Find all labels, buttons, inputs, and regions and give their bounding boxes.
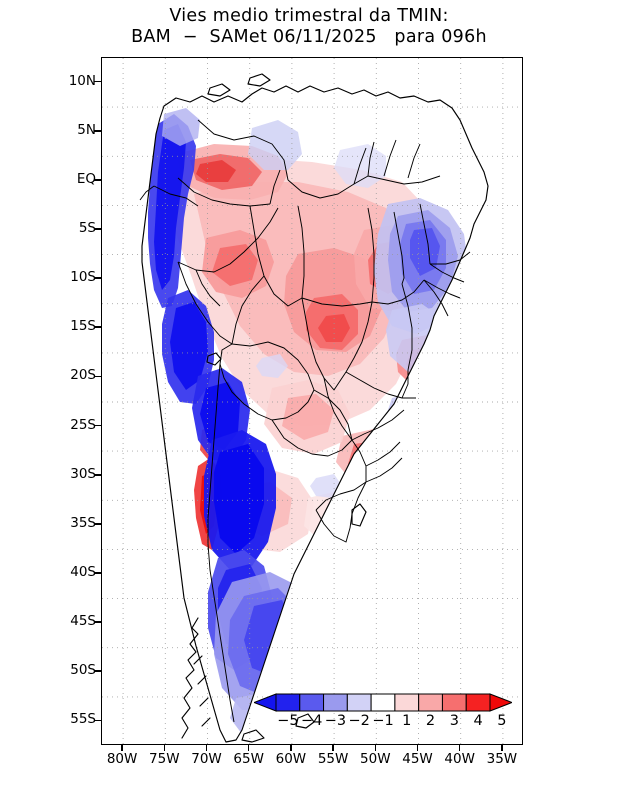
title-line-2: BAM − SAMet 06/11/2025 para 096h xyxy=(131,27,487,47)
longitude-tick-label: 75W xyxy=(149,751,180,767)
figure-title: Vies medio trimestral da TMIN: BAM − SAM… xyxy=(0,6,618,48)
latitude-tick-label: EQ xyxy=(76,170,96,187)
latitude-tick-mark xyxy=(94,621,101,623)
colorbar-tick-label: 4 xyxy=(473,713,483,729)
longitude-tick-mark xyxy=(247,745,250,751)
latitude-tick-label: 40S xyxy=(70,564,96,580)
colorbar-tick-label: −3 xyxy=(324,713,347,729)
colorbar-cell xyxy=(394,693,420,712)
longitude-tick-label: 35W xyxy=(486,751,518,767)
longitude-tick-label: 65W xyxy=(233,751,264,767)
colorbar-cell xyxy=(275,693,301,712)
colorbar-cell xyxy=(465,693,491,712)
latitude-tick-mark xyxy=(94,424,101,427)
latitude-tick-label: 20S xyxy=(70,367,96,384)
longitude-tick-mark xyxy=(205,745,208,751)
latitude-tick-label: 50S xyxy=(70,662,96,679)
latitude-tick-mark xyxy=(94,326,101,329)
political-borders xyxy=(139,119,471,723)
colorbar-tick-label: −1 xyxy=(372,713,394,729)
longitude-tick-label: 50W xyxy=(360,751,391,767)
latitude-tick-mark xyxy=(94,179,101,181)
latitude-tick-label: 5S xyxy=(78,220,96,236)
colorbar-tick-label: 5 xyxy=(497,713,507,729)
latitude-tick-mark xyxy=(94,473,101,476)
colorbar-arrow-high xyxy=(489,693,512,712)
colorbar-tick-label: 1 xyxy=(402,713,412,729)
longitude-tick-label: 45W xyxy=(402,751,433,767)
colorbar-cell xyxy=(370,693,396,712)
latitude-tick-label: 30S xyxy=(70,465,96,482)
title-line-1: Vies medio trimestral da TMIN: xyxy=(169,6,449,26)
ocean-mask xyxy=(102,58,522,744)
longitude-tick-label: 80W xyxy=(106,751,138,767)
longitude-tick-mark xyxy=(332,745,334,751)
colorbar-arrow-low xyxy=(254,693,277,712)
longitude-tick-mark xyxy=(501,745,503,751)
latitude-tick-label: 10N xyxy=(68,72,96,89)
longitude-tick-mark xyxy=(290,745,292,751)
colorbar-tick-label: 3 xyxy=(449,713,459,729)
latitude-tick-label: 5N xyxy=(77,121,96,138)
bias-cold-roraima xyxy=(248,120,302,170)
latitude-tick-mark xyxy=(94,228,101,230)
graticule-grid xyxy=(102,58,522,744)
longitude-tick-mark xyxy=(374,745,377,751)
latitude-tick-label: 25S xyxy=(70,416,96,433)
latitude-tick-label: 10S xyxy=(70,269,96,286)
map-plot-area xyxy=(101,57,523,745)
latitude-tick-mark xyxy=(94,375,101,378)
colorbar-tick-labels: −5 −4 −3 −2 −1 1 2 3 4 5 xyxy=(254,713,512,733)
longitude-tick-mark xyxy=(458,745,461,751)
longitude-tick-label: 40W xyxy=(444,751,475,767)
latitude-tick-mark xyxy=(94,80,101,83)
colorbar-cell xyxy=(346,693,372,712)
bias-cold-altiplano-core xyxy=(200,382,240,450)
bias-cold-caribbean-coast xyxy=(162,108,200,146)
latitude-tick-label: 45S xyxy=(70,613,96,630)
bias-cold-andes-north-core xyxy=(154,124,186,290)
longitude-tick-label: 70W xyxy=(191,751,222,767)
latitude-axis: 10N 5N EQ 5S 10S 15S 20S 25S 30S 35S 40S 45S 50S 55S xyxy=(52,0,96,800)
colorbar-tick-label: 2 xyxy=(425,713,436,729)
bias-cold-andes-peru-core xyxy=(170,302,208,390)
colorbar-tick-label: −5 xyxy=(277,713,299,729)
south-america-bias-map xyxy=(102,58,522,744)
latitude-tick-label: 55S xyxy=(70,711,96,728)
latitude-tick-mark xyxy=(94,523,101,525)
latitude-tick-mark xyxy=(94,572,101,574)
colorbar-cell xyxy=(441,693,467,712)
bias-cold-speckle-3 xyxy=(256,354,288,378)
longitude-axis: 80W 75W 70W 65W 60W 55W 50W 45W 40W 35W xyxy=(0,751,618,773)
latitude-tick-mark xyxy=(94,719,101,722)
longitude-tick-mark xyxy=(163,745,166,751)
bias-warm-rondonia-core xyxy=(212,244,258,286)
coastline-outline xyxy=(141,73,489,743)
latitude-tick-mark xyxy=(94,277,101,279)
colorbar-tick-label: −4 xyxy=(300,713,323,729)
latitude-tick-label: 15S xyxy=(70,318,96,335)
longitude-tick-label: 55W xyxy=(317,751,349,767)
longitude-tick-mark xyxy=(416,745,419,751)
colorbar-cell xyxy=(323,693,348,712)
colorbar-cell xyxy=(418,693,443,712)
latitude-tick-mark xyxy=(94,129,101,132)
colorbar-cell xyxy=(299,693,325,712)
latitude-tick-mark xyxy=(94,670,101,673)
bias-cold-andes-central-core xyxy=(214,444,264,554)
latitude-tick-label: 35S xyxy=(70,514,96,531)
bias-warm-chaco-core xyxy=(282,394,334,440)
colorbar xyxy=(254,693,512,712)
bias-cold-speckle-1 xyxy=(310,474,342,498)
longitude-tick-mark xyxy=(121,745,123,751)
longitude-tick-label: 60W xyxy=(275,751,307,767)
colorbar-tick-label: −2 xyxy=(348,713,370,729)
bias-warm-venezuela-hot xyxy=(196,160,236,182)
